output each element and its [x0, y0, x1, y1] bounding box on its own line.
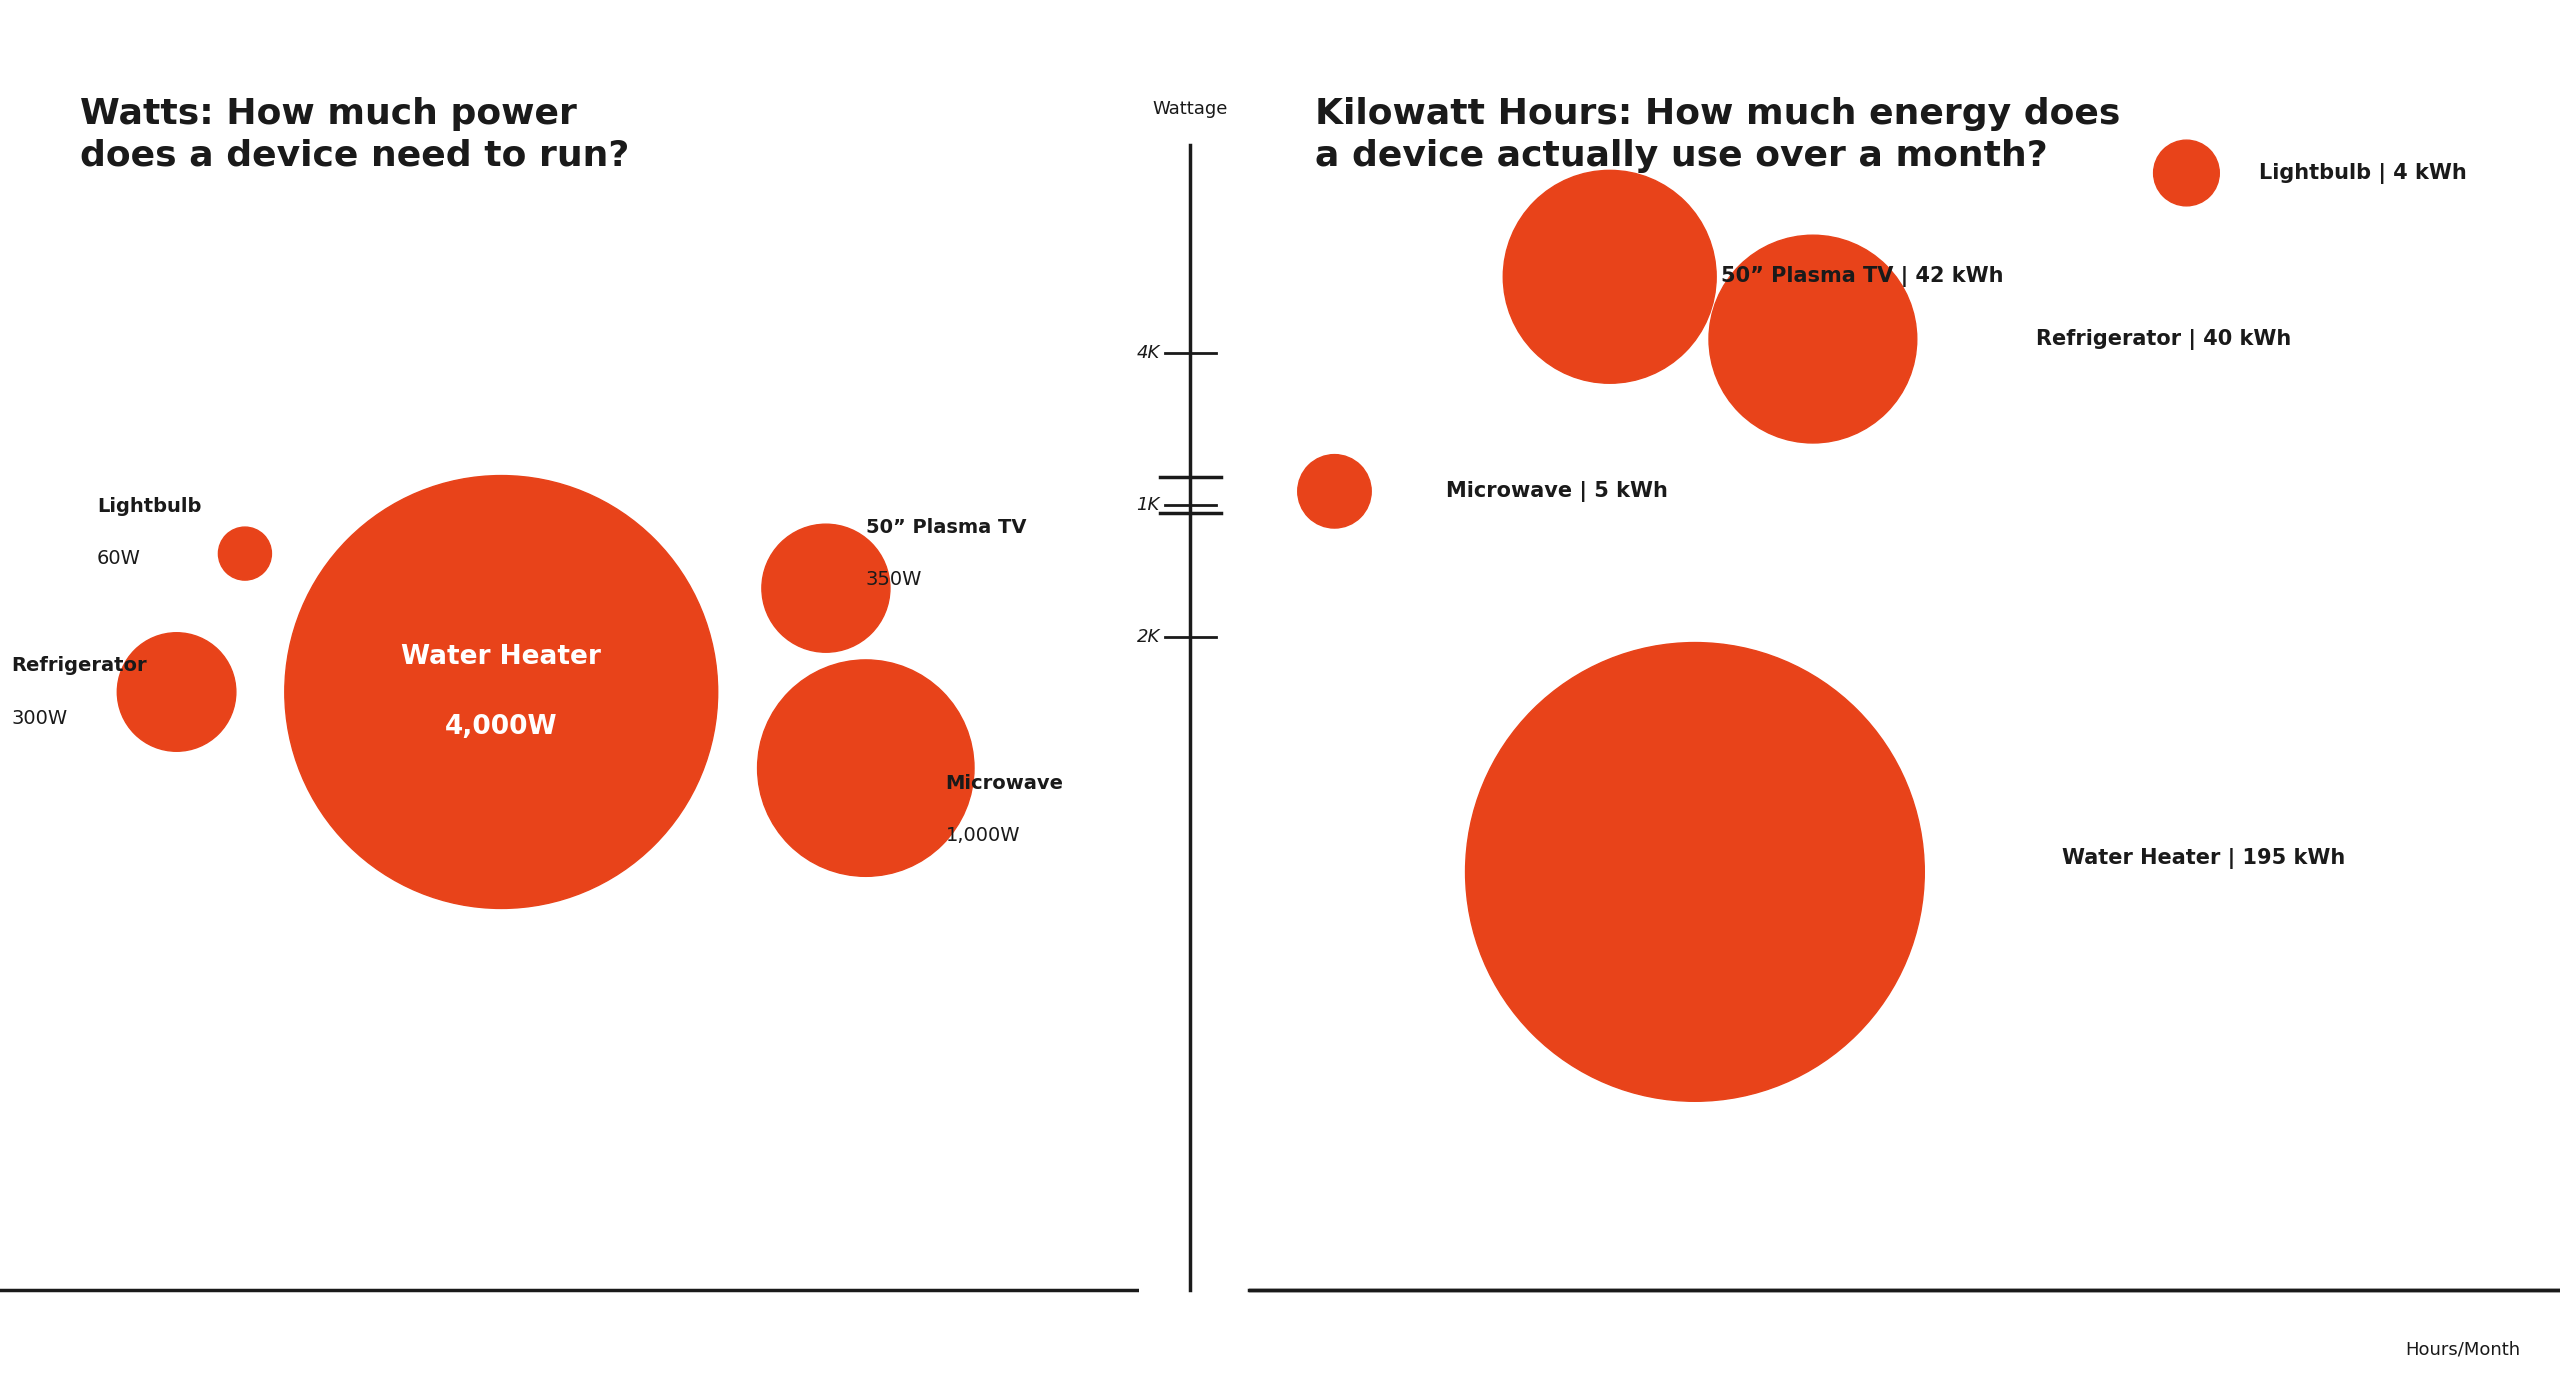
Text: Kilowatt Hours: How much energy does
a device actually use over a month?: Kilowatt Hours: How much energy does a d… [1316, 97, 2120, 173]
Text: 4K: 4K [1137, 343, 1160, 363]
Ellipse shape [284, 476, 717, 908]
Text: 4,000W: 4,000W [445, 714, 558, 739]
Text: 1,000W: 1,000W [945, 826, 1019, 846]
Text: Microwave: Microwave [945, 774, 1062, 793]
Ellipse shape [1503, 170, 1715, 383]
Text: Water Heater: Water Heater [402, 645, 602, 670]
Text: 60W: 60W [97, 549, 141, 569]
Text: Refrigerator: Refrigerator [10, 656, 146, 675]
Ellipse shape [763, 525, 891, 652]
Text: Lightbulb: Lightbulb [97, 497, 202, 516]
Text: 1K: 1K [1137, 495, 1160, 515]
Ellipse shape [1710, 235, 1917, 443]
Ellipse shape [758, 660, 973, 876]
Text: Refrigerator | 40 kWh: Refrigerator | 40 kWh [2035, 328, 2291, 350]
Text: Watts: How much power
does a device need to run?: Watts: How much power does a device need… [79, 97, 630, 173]
Ellipse shape [118, 632, 236, 752]
Text: 50” Plasma TV: 50” Plasma TV [865, 518, 1027, 537]
Ellipse shape [2153, 140, 2220, 206]
Ellipse shape [1298, 454, 1372, 529]
Text: 50” Plasma TV | 42 kWh: 50” Plasma TV | 42 kWh [1720, 266, 2004, 288]
Text: Wattage: Wattage [1152, 100, 1229, 118]
Text: Microwave | 5 kWh: Microwave | 5 kWh [1446, 480, 1667, 502]
Text: 2K: 2K [1137, 627, 1160, 646]
Ellipse shape [1464, 642, 1925, 1102]
Text: Lightbulb | 4 kWh: Lightbulb | 4 kWh [2258, 162, 2465, 184]
Text: Hours/Month: Hours/Month [2406, 1340, 2522, 1359]
Ellipse shape [218, 527, 271, 580]
Text: 350W: 350W [865, 570, 922, 590]
Text: Water Heater | 195 kWh: Water Heater | 195 kWh [2061, 847, 2345, 869]
Text: 300W: 300W [10, 709, 67, 728]
